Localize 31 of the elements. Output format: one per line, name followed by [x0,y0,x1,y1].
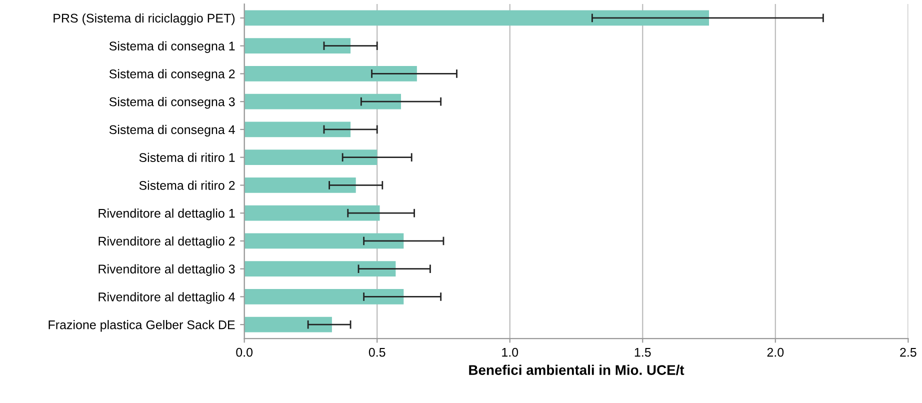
bar [244,38,351,54]
y-tick-label: Sistema di consegna 4 [109,124,235,137]
bar [244,178,356,193]
bar [244,10,710,26]
y-tick-label: Frazione plastica Gelber Sack DE [48,320,235,332]
x-tick-label: 1.5 [634,348,651,357]
bar [244,316,332,332]
y-tick-label: Rivenditore al dettaglio 4 [98,292,235,304]
x-tick-label: 0.5 [368,348,386,357]
x-axis-title: Benefici ambientali in Mio. UCE/t [469,364,684,376]
bar [244,66,417,82]
bar [244,122,351,138]
x-tick-label: 2.5 [900,348,916,357]
y-tick-label: Sistema di consegna 1 [109,41,235,53]
y-tick-label: Sistema di consegna 3 [109,97,235,109]
x-tick-label: 1.0 [502,348,518,357]
bar [244,150,378,166]
bar [244,233,404,249]
x-tick-label: 0.0 [236,348,253,357]
y-tick-label: Rivenditore al dettaglio 2 [98,236,235,248]
bar [244,289,404,304]
y-tick-label: PRS (Sistema di riciclaggio PET) [54,13,235,26]
x-tick-label: 2.0 [767,348,784,357]
y-tick-label: Sistema di consegna 2 [109,69,235,81]
y-tick-label: Sistema di ritiro 2 [139,180,235,190]
y-tick-label: Rivenditore al dettaglio 3 [98,264,235,276]
bar [244,261,396,276]
y-tick-label: Sistema di ritiro 1 [139,152,235,162]
bar [244,94,401,110]
bar [244,205,380,221]
y-tick-label: Rivenditore al dettaglio 1 [98,208,235,220]
